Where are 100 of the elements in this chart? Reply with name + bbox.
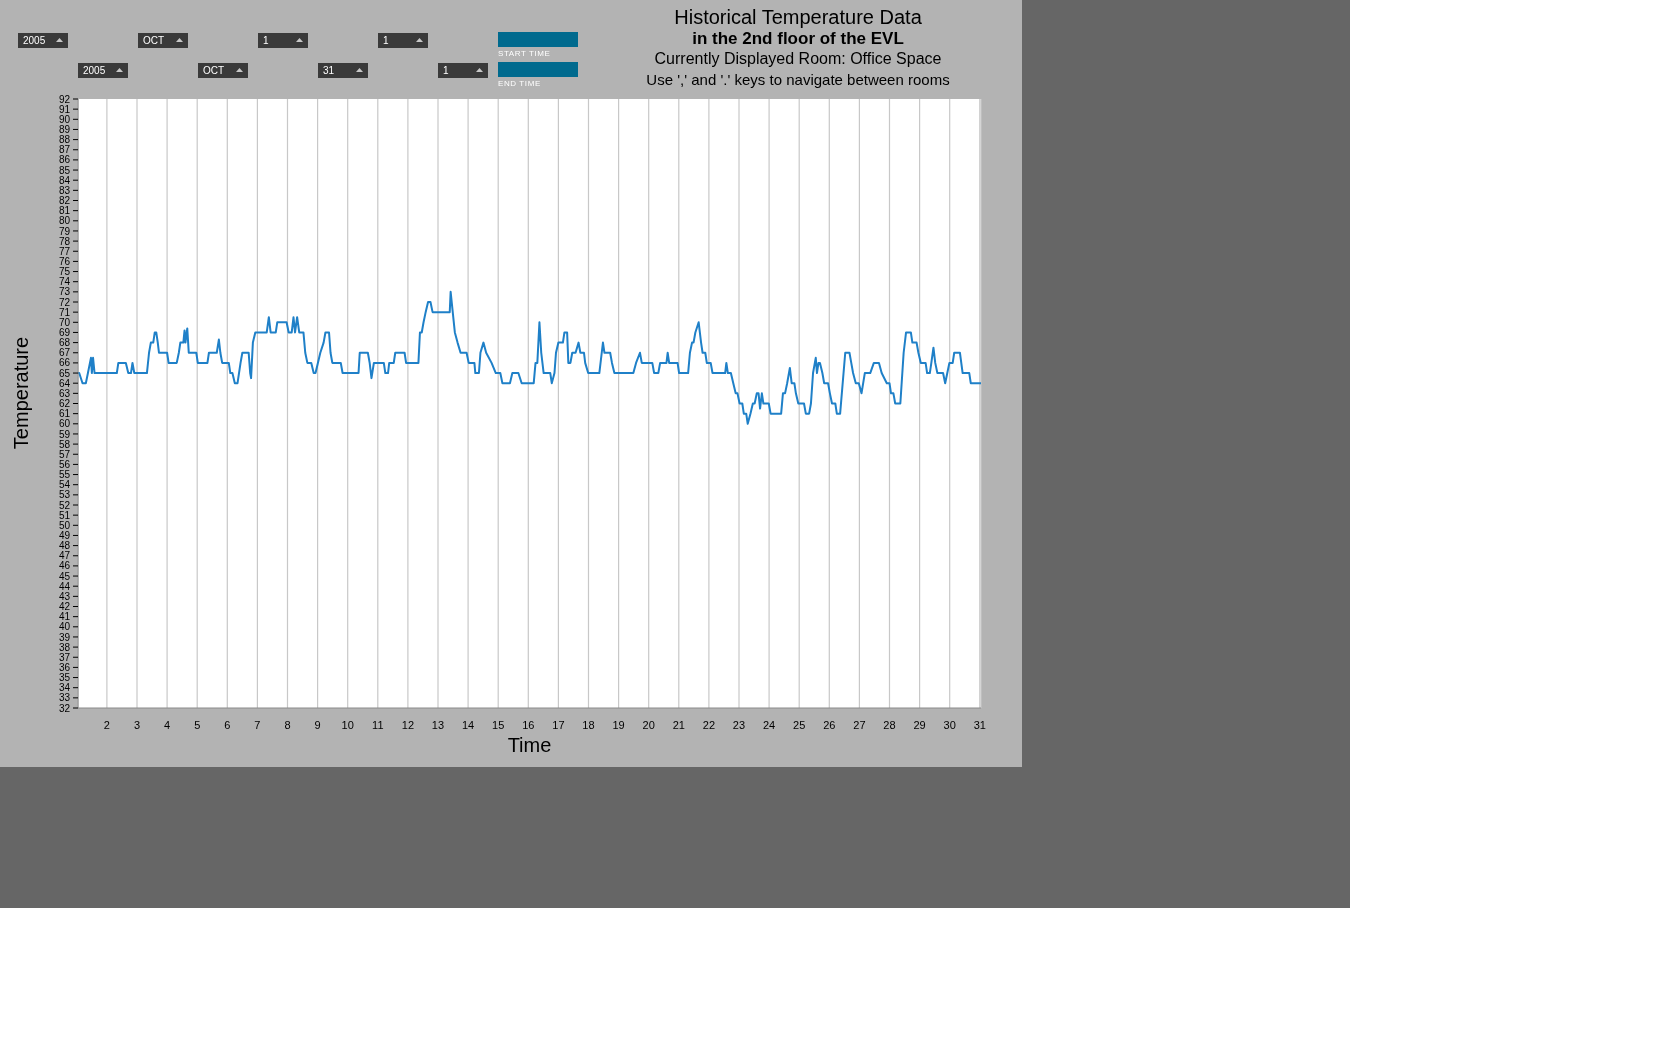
x-tick-label: 6 — [224, 718, 231, 731]
chart-title: Historical Temperature Data — [674, 6, 922, 28]
y-tick-label: 52 — [58, 499, 71, 511]
y-tick-label: 39 — [58, 631, 71, 643]
y-tick-label: 86 — [58, 154, 71, 166]
y-tick-label: 58 — [58, 438, 71, 450]
y-tick-label: 71 — [58, 306, 71, 318]
y-tick-label: 36 — [58, 661, 71, 673]
x-tick-label: 15 — [492, 718, 505, 731]
y-tick-label: 54 — [58, 479, 71, 491]
y-tick-label: 70 — [58, 316, 71, 328]
y-tick-label: 78 — [58, 235, 71, 247]
x-tick-label: 30 — [943, 718, 956, 731]
y-tick-label: 60 — [58, 418, 71, 430]
x-tick-label: 7 — [254, 718, 261, 731]
text: START TIME — [498, 49, 551, 59]
x-tick-label: 16 — [522, 718, 535, 731]
y-tick-label: 84 — [58, 174, 71, 186]
y-tick-label: 61 — [58, 408, 71, 420]
y-tick-label: 48 — [58, 540, 71, 552]
x-tick-label: 26 — [823, 718, 836, 731]
y-tick-label: 89 — [58, 124, 71, 135]
x-tick-label: 12 — [401, 718, 415, 731]
x-tick-label: 4 — [164, 718, 171, 731]
chart-subtitle: in the 2nd floor of the EVL — [692, 28, 904, 48]
y-tick-label: 55 — [58, 469, 71, 481]
spin-field: 2005 — [18, 33, 68, 48]
y-tick-label: 88 — [58, 134, 71, 146]
text: Currently Displayed Room: Office Space — [654, 50, 942, 68]
spin-field: 31 — [318, 63, 368, 78]
y-tick-label: 63 — [58, 387, 71, 399]
x-tick-label: 19 — [612, 718, 625, 731]
x-tick-label: 10 — [341, 718, 354, 731]
y-tick-label: 72 — [58, 296, 71, 308]
y-tick-label: 40 — [58, 621, 71, 633]
y-tick-label: 35 — [58, 672, 71, 684]
y-tick-label: 74 — [58, 276, 71, 288]
spin-field: OCT — [138, 33, 188, 48]
text: END TIME — [498, 79, 541, 89]
y-tick-label: 43 — [58, 590, 71, 602]
y-tick-label: 92 — [58, 93, 71, 105]
y-tick-label: 83 — [58, 184, 71, 196]
x-tick-label: 24 — [762, 718, 776, 731]
y-tick-label: 33 — [58, 692, 71, 704]
y-tick-label: 41 — [58, 611, 71, 623]
y-tick-label: 56 — [58, 458, 71, 470]
x-tick-label: 20 — [642, 718, 655, 731]
x-tick-label: 18 — [582, 718, 595, 731]
text: Use ',' and '.' keys to navigate between rooms — [646, 70, 950, 89]
x-tick-label: 29 — [913, 718, 926, 731]
y-tick-label: 65 — [58, 367, 71, 379]
y-tick-label: 80 — [58, 215, 71, 227]
y-tick-label: 34 — [58, 682, 71, 694]
y-tick-label: 75 — [58, 266, 71, 278]
x-tick-label: 8 — [284, 718, 291, 731]
y-axis-title: Temperature — [10, 336, 32, 450]
y-tick-label: 79 — [58, 225, 71, 237]
y-tick-label: 91 — [58, 103, 71, 115]
spin-field: OCT — [198, 63, 248, 78]
y-tick-label: 76 — [58, 255, 71, 267]
y-tick-label: 38 — [58, 641, 71, 653]
x-tick-label: 2 — [103, 718, 110, 731]
x-tick-label: 13 — [431, 718, 445, 731]
y-tick-label: 46 — [58, 560, 71, 572]
spin-field: 1 — [258, 33, 308, 48]
x-tick-label: 22 — [702, 718, 716, 731]
x-tick-label: 3 — [133, 718, 141, 731]
y-tick-label: 81 — [58, 205, 71, 217]
y-tick-label: 49 — [58, 530, 71, 541]
x-tick-label: 9 — [314, 718, 321, 731]
y-tick-label: 45 — [58, 570, 71, 582]
y-tick-label: 59 — [58, 428, 71, 440]
y-tick-label: 67 — [58, 347, 71, 359]
x-tick-label: 23 — [732, 718, 746, 731]
x-tick-label: 31 — [973, 718, 986, 731]
y-tick-label: 44 — [58, 580, 71, 592]
y-tick-label: 51 — [58, 509, 71, 521]
y-tick-label: 37 — [58, 651, 71, 663]
y-tick-label: 32 — [58, 702, 71, 714]
y-tick-label: 90 — [58, 113, 71, 125]
x-tick-label: 25 — [793, 718, 806, 731]
x-tick-label: 21 — [672, 718, 685, 731]
y-tick-label: 62 — [58, 398, 71, 410]
spin-field: 1 — [438, 63, 488, 78]
x-tick-label: 5 — [194, 718, 201, 731]
y-tick-label: 69 — [58, 327, 71, 338]
spin-field: 1 — [378, 33, 428, 48]
y-tick-label: 47 — [58, 550, 71, 562]
x-tick-label: 17 — [552, 718, 565, 731]
x-tick-label: 28 — [883, 718, 896, 731]
y-tick-label: 77 — [58, 245, 71, 257]
y-tick-label: 73 — [58, 286, 71, 298]
y-tick-label: 42 — [58, 601, 71, 613]
y-tick-label: 50 — [58, 519, 71, 531]
x-tick-label: 11 — [372, 718, 384, 731]
spin-field: 2005 — [78, 63, 128, 78]
y-tick-label: 68 — [58, 337, 71, 349]
y-tick-label: 85 — [58, 164, 71, 176]
line-series — [78, 290, 981, 425]
y-tick-label: 82 — [58, 195, 71, 207]
